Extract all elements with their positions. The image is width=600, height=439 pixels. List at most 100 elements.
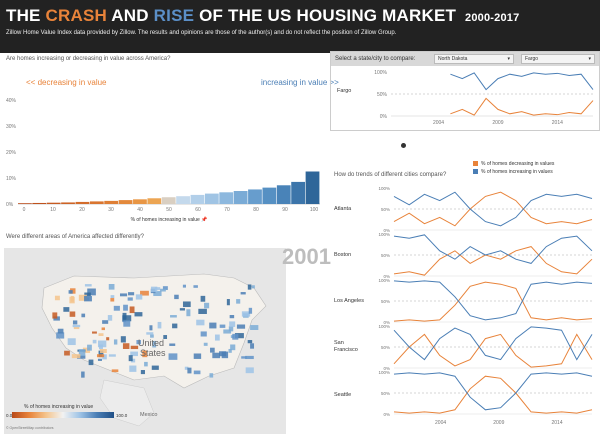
- county-region: [70, 296, 74, 302]
- county-region: [251, 285, 255, 289]
- map-question: Were different areas of America affected…: [6, 234, 144, 240]
- x-tick-label: 20: [79, 207, 85, 213]
- county-region: [57, 328, 64, 334]
- histogram-bar: [190, 194, 205, 204]
- trend-line-increasing: [393, 372, 593, 411]
- county-region: [87, 344, 92, 351]
- trend-line-increasing: [393, 326, 593, 361]
- county-region: [129, 365, 137, 372]
- county-region: [245, 355, 254, 360]
- county-region: [131, 358, 136, 363]
- trend-y-tick: 50%: [381, 299, 390, 304]
- histogram-bar: [233, 191, 248, 204]
- county-region: [72, 324, 81, 328]
- county-region: [209, 373, 214, 378]
- county-region: [56, 332, 65, 339]
- county-region: [111, 369, 119, 373]
- x-tick-label: 100: [310, 207, 319, 213]
- county-region: [129, 306, 135, 314]
- trends-panel: How do trends of different cities compar…: [330, 158, 600, 434]
- dashboard-subtitle: Zillow Home Value Index data provided by…: [6, 30, 397, 36]
- county-region: [107, 315, 113, 321]
- fargo-y-tick: 0%: [380, 114, 388, 120]
- legend-decreasing: % of homes decreasing in values: [473, 161, 554, 167]
- histogram-bar: [32, 202, 47, 204]
- legend-swatch-orange: [473, 161, 478, 167]
- y-tick-label: 20%: [6, 150, 17, 156]
- county-region: [229, 315, 235, 319]
- histogram-bar: [248, 189, 262, 204]
- county-region: [230, 344, 236, 351]
- county-region: [248, 307, 253, 314]
- county-region: [100, 349, 107, 354]
- county-region: [200, 331, 207, 337]
- county-region: [98, 350, 104, 358]
- map-country-label-2: States: [140, 348, 166, 358]
- city-label-boston: Boston: [334, 252, 352, 258]
- county-region: [168, 353, 178, 360]
- map-credit: © OpenStreetMap contributors: [6, 426, 54, 430]
- county-region: [163, 335, 168, 339]
- x-tick-label: 10: [50, 207, 56, 213]
- map-legend-gradient: [12, 412, 114, 418]
- county-region: [247, 284, 252, 290]
- city-select[interactable]: Fargo ▾: [521, 54, 595, 64]
- county-region: [172, 323, 178, 329]
- trend-line-decreasing: [393, 281, 593, 322]
- county-region: [135, 294, 143, 300]
- trend-line-increasing: [393, 280, 593, 321]
- county-region: [119, 293, 128, 297]
- histogram-bar: [204, 193, 219, 204]
- county-region: [182, 284, 186, 288]
- dashboard-title: THE CRASH AND RISE OF THE US HOUSING MAR…: [6, 6, 594, 26]
- fargo-y-tick: 50%: [377, 92, 388, 98]
- county-region: [110, 295, 115, 299]
- trend-y-tick: 50%: [381, 345, 390, 350]
- chevron-down-icon: ▾: [507, 56, 510, 62]
- trend-y-tick: 0%: [383, 228, 390, 233]
- trend-y-tick: 0%: [383, 366, 390, 371]
- trend-y-tick: 0%: [383, 320, 390, 325]
- year-slider-handle[interactable]: [401, 143, 406, 148]
- county-region: [127, 297, 133, 301]
- county-region: [110, 298, 115, 302]
- county-region: [70, 288, 76, 294]
- y-tick-label: 0%: [6, 202, 14, 208]
- county-region: [232, 333, 239, 340]
- county-region: [153, 291, 162, 297]
- county-region: [151, 365, 159, 370]
- county-region: [140, 370, 145, 375]
- county-region: [108, 354, 116, 357]
- state-select[interactable]: North Dakota ▾: [434, 54, 514, 64]
- map-mexico-label: Mexico: [140, 412, 158, 418]
- county-region: [187, 367, 192, 374]
- county-region: [245, 367, 254, 374]
- county-region: [229, 321, 236, 327]
- histogram-chart: 40% 30% 20% 10% 0% 0 10 20 30 40 50 60 70 80 90 100 % of…: [6, 98, 320, 223]
- county-region: [162, 286, 168, 290]
- county-region: [150, 286, 158, 293]
- county-region: [241, 356, 247, 359]
- increasing-label: increasing in value >>: [261, 78, 339, 87]
- county-region: [214, 334, 220, 341]
- fargo-label: Fargo: [337, 88, 352, 94]
- county-region: [84, 284, 92, 287]
- county-region: [96, 354, 105, 358]
- county-region: [247, 340, 253, 344]
- x-tick-label: 90: [282, 207, 288, 213]
- city-label-seattle: Seattle: [334, 392, 352, 398]
- map-area[interactable]: United States Mexico © OpenStreetMap con…: [4, 248, 286, 434]
- title-and: AND: [111, 6, 149, 25]
- chevron-down-icon: ▾: [588, 56, 591, 62]
- county-region: [228, 326, 234, 332]
- histogram-bar: [305, 171, 320, 204]
- map-legend-title: % of homes increasing in value: [24, 404, 94, 410]
- county-region: [123, 304, 128, 311]
- county-region: [193, 285, 198, 288]
- legend-increasing-label: % of homes increasing in values: [481, 169, 553, 175]
- histogram-bar: [46, 202, 61, 204]
- county-region: [101, 327, 105, 331]
- county-region: [113, 339, 118, 345]
- county-region: [130, 351, 138, 357]
- county-region: [54, 295, 60, 301]
